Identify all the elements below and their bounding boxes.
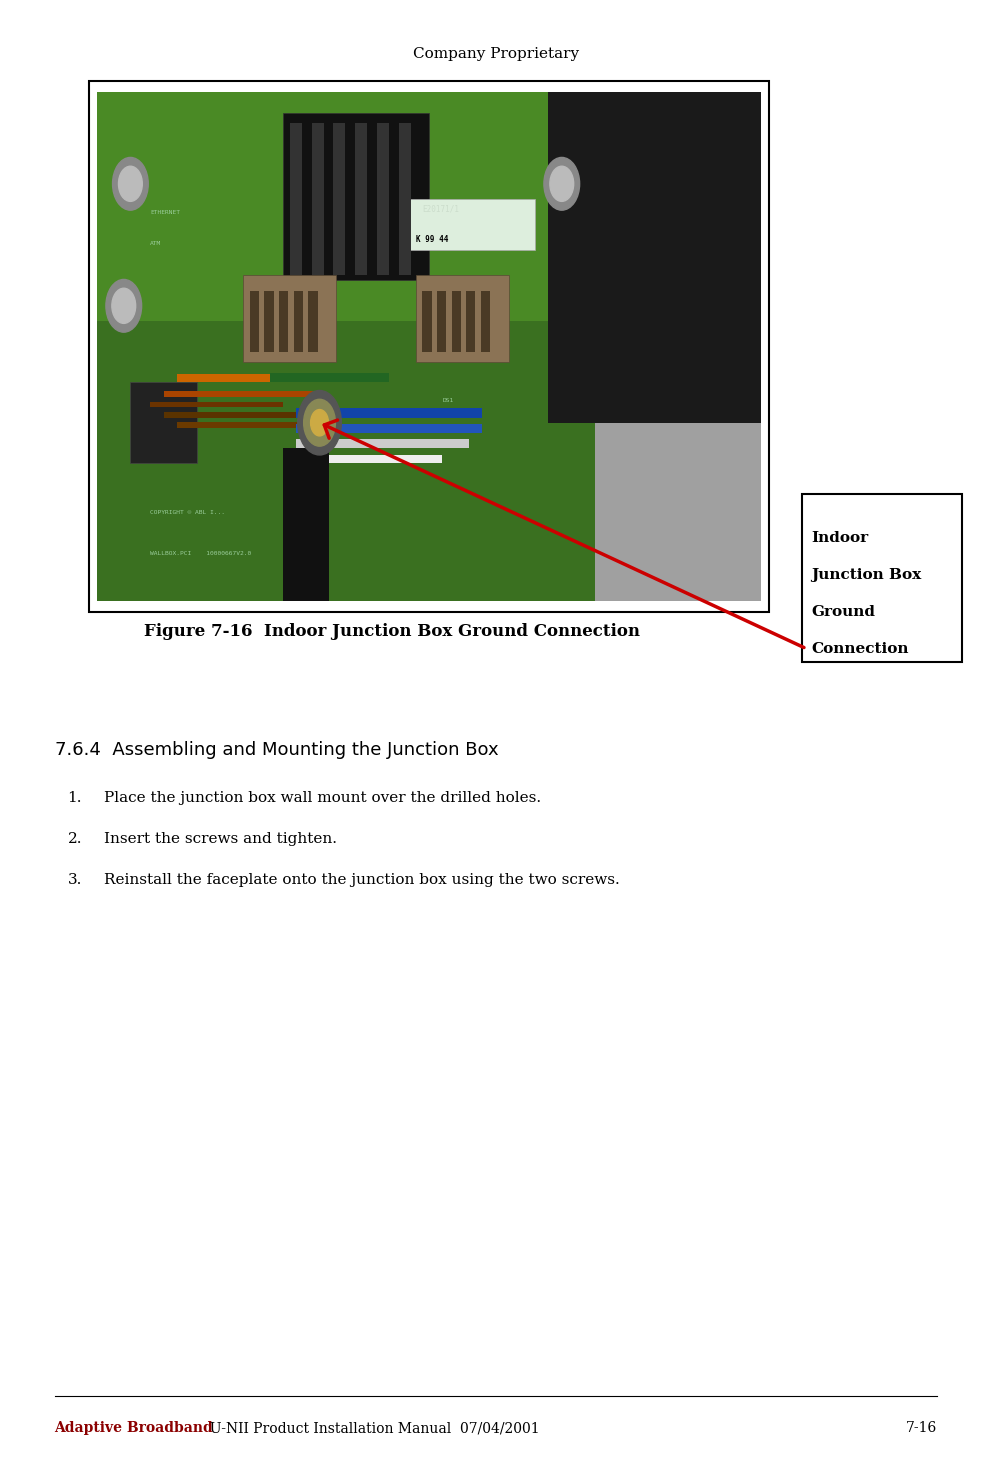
Text: Place the junction box wall mount over the drilled holes.: Place the junction box wall mount over t… bbox=[104, 791, 542, 806]
Bar bbox=[265, 290, 274, 352]
Circle shape bbox=[298, 391, 341, 456]
Text: ATM: ATM bbox=[151, 240, 162, 246]
Text: DS1: DS1 bbox=[442, 398, 453, 403]
Bar bbox=[297, 409, 482, 418]
Bar bbox=[802, 494, 962, 662]
Text: Ground: Ground bbox=[811, 605, 876, 618]
Bar bbox=[164, 391, 322, 397]
Text: 2.: 2. bbox=[67, 832, 82, 847]
Bar bbox=[97, 92, 761, 601]
Circle shape bbox=[106, 280, 142, 333]
Bar bbox=[164, 412, 336, 418]
Circle shape bbox=[304, 400, 335, 447]
Bar bbox=[151, 401, 283, 407]
Text: K 99 44: K 99 44 bbox=[416, 236, 448, 245]
Text: Junction Box: Junction Box bbox=[811, 568, 922, 582]
Text: WALLBOX.PCI    10000667V2.0: WALLBOX.PCI 10000667V2.0 bbox=[151, 551, 252, 555]
Bar bbox=[283, 113, 429, 280]
Bar bbox=[409, 199, 536, 251]
Text: Insert the screws and tighten.: Insert the screws and tighten. bbox=[104, 832, 337, 847]
Text: ETHERNET: ETHERNET bbox=[151, 211, 181, 215]
Circle shape bbox=[550, 166, 573, 201]
Text: E20171/1: E20171/1 bbox=[423, 205, 459, 214]
Bar bbox=[243, 275, 336, 362]
Bar bbox=[309, 290, 317, 352]
Bar bbox=[290, 123, 302, 275]
Bar bbox=[177, 422, 322, 428]
Text: COPYRIGHT © ABL I...: COPYRIGHT © ABL I... bbox=[151, 510, 225, 516]
Circle shape bbox=[112, 289, 136, 324]
Text: Figure 7-16  Indoor Junction Box Ground Connection: Figure 7-16 Indoor Junction Box Ground C… bbox=[144, 623, 640, 640]
Bar bbox=[270, 374, 389, 382]
Text: Connection: Connection bbox=[811, 642, 909, 656]
Bar bbox=[279, 290, 289, 352]
Bar bbox=[297, 440, 469, 448]
Bar bbox=[595, 423, 761, 601]
Bar bbox=[437, 290, 446, 352]
Bar bbox=[294, 290, 303, 352]
Text: 7-16: 7-16 bbox=[906, 1421, 937, 1436]
Text: 7.6.4  Assembling and Mounting the Junction Box: 7.6.4 Assembling and Mounting the Juncti… bbox=[55, 741, 498, 759]
Bar bbox=[97, 92, 615, 321]
Bar bbox=[311, 123, 323, 275]
Text: Company Proprietary: Company Proprietary bbox=[413, 47, 579, 62]
Bar bbox=[89, 81, 769, 612]
Text: Adaptive Broadband: Adaptive Broadband bbox=[55, 1421, 213, 1436]
Bar bbox=[283, 456, 442, 463]
Text: U-NII Product Installation Manual  07/04/2001: U-NII Product Installation Manual 07/04/… bbox=[201, 1421, 540, 1436]
Text: 3.: 3. bbox=[67, 873, 81, 888]
Bar bbox=[466, 290, 475, 352]
Bar bbox=[481, 290, 490, 352]
Circle shape bbox=[112, 157, 148, 209]
Bar bbox=[130, 382, 196, 463]
Bar bbox=[549, 92, 761, 423]
Circle shape bbox=[118, 166, 142, 201]
Bar bbox=[297, 423, 482, 432]
Text: Reinstall the faceplate onto the junction box using the two screws.: Reinstall the faceplate onto the junctio… bbox=[104, 873, 620, 888]
Bar bbox=[416, 275, 509, 362]
Bar bbox=[451, 290, 461, 352]
Bar bbox=[423, 290, 432, 352]
Circle shape bbox=[310, 410, 328, 437]
Bar bbox=[377, 123, 389, 275]
Bar bbox=[177, 375, 322, 382]
Bar bbox=[355, 123, 367, 275]
Bar bbox=[283, 448, 329, 601]
Bar bbox=[250, 290, 259, 352]
Text: 1.: 1. bbox=[67, 791, 82, 806]
Text: Indoor: Indoor bbox=[811, 530, 869, 545]
Circle shape bbox=[544, 157, 579, 209]
Bar bbox=[399, 123, 411, 275]
Bar bbox=[333, 123, 345, 275]
